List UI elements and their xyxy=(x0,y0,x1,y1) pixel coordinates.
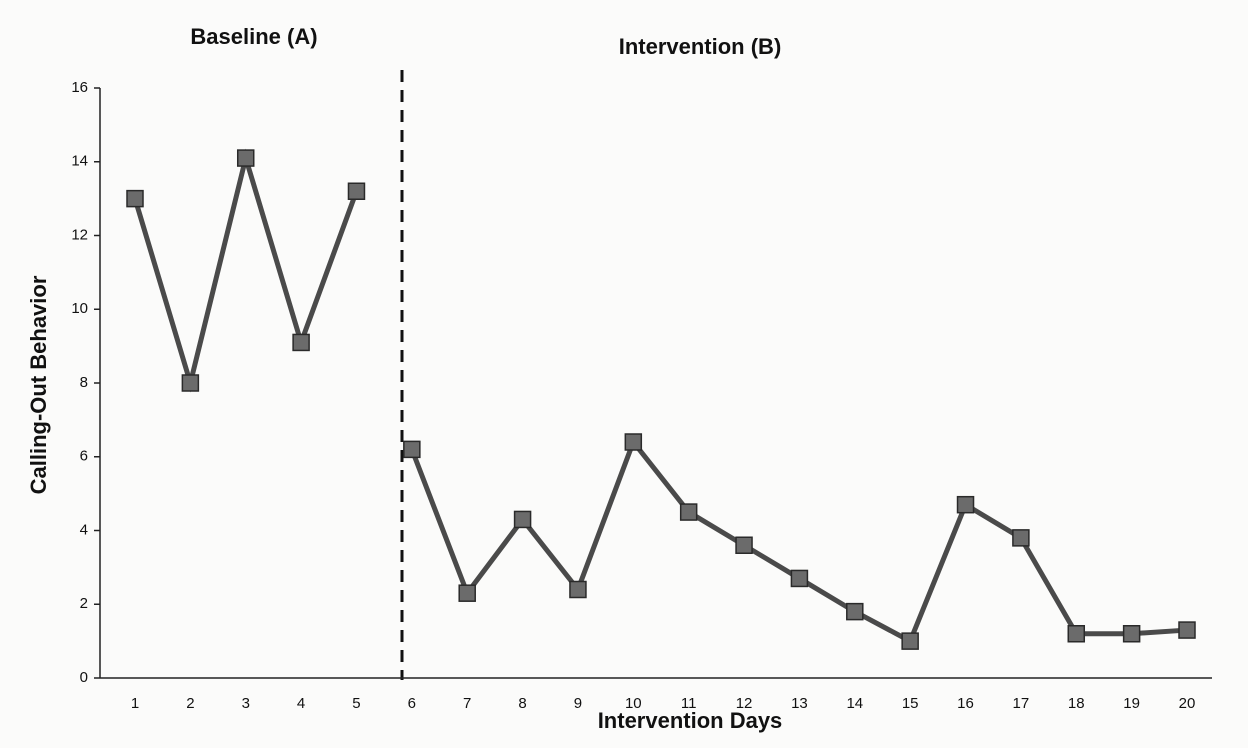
x-tick-label: 12 xyxy=(736,695,753,712)
data-point xyxy=(624,433,643,451)
data-point xyxy=(846,602,864,621)
x-tick-label: 5 xyxy=(352,695,360,712)
x-tick-label: 6 xyxy=(408,695,416,712)
x-tick-label: 1 xyxy=(131,695,139,712)
x-tick-label: 10 xyxy=(625,695,642,712)
x-tick-label: 15 xyxy=(902,695,919,712)
phase-label: Baseline (A) xyxy=(190,24,317,49)
data-point xyxy=(513,510,532,529)
x-tick-label: 3 xyxy=(242,695,250,712)
data-point xyxy=(569,580,587,599)
y-tick-label: 0 xyxy=(80,669,88,686)
x-tick-label: 13 xyxy=(791,695,808,712)
x-tick-label: 17 xyxy=(1013,695,1030,712)
y-tick-label: 10 xyxy=(71,300,88,317)
data-point xyxy=(181,374,200,392)
x-tick-label: 9 xyxy=(574,695,582,712)
y-axis-label: Calling-Out Behavior xyxy=(26,275,51,494)
y-tick-label: 12 xyxy=(71,226,88,243)
x-tick-label: 2 xyxy=(186,695,194,712)
x-tick-label: 18 xyxy=(1068,695,1085,712)
y-tick-label: 14 xyxy=(71,153,88,170)
data-point xyxy=(1067,625,1086,643)
data-point xyxy=(790,569,809,588)
data-point xyxy=(679,503,698,521)
data-point xyxy=(292,333,310,352)
data-point xyxy=(126,189,144,208)
data-point xyxy=(1122,625,1141,643)
x-tick-label: 11 xyxy=(681,695,697,712)
data-point xyxy=(236,149,255,167)
data-point xyxy=(901,632,919,650)
x-tick-label: 14 xyxy=(846,695,863,712)
phase-label: Intervention (B) xyxy=(619,34,782,59)
x-tick-label: 4 xyxy=(297,695,305,712)
y-tick-label: 2 xyxy=(80,595,88,612)
y-tick-label: 8 xyxy=(80,374,88,391)
x-tick-label: 8 xyxy=(518,695,526,712)
data-point xyxy=(1178,621,1196,639)
data-point xyxy=(1012,529,1030,547)
x-tick-label: 19 xyxy=(1123,695,1140,712)
data-point xyxy=(458,584,476,602)
x-axis-label: Intervention Days xyxy=(598,708,783,733)
data-point xyxy=(403,440,421,459)
y-tick-label: 6 xyxy=(80,448,88,465)
data-point xyxy=(347,182,366,200)
y-tick-label: 16 xyxy=(71,79,88,96)
data-point xyxy=(956,495,975,514)
data-point xyxy=(735,536,753,554)
x-tick-label: 20 xyxy=(1179,695,1196,712)
x-tick-label: 16 xyxy=(957,695,974,712)
y-tick-label: 4 xyxy=(80,521,88,538)
x-tick-label: 7 xyxy=(463,695,471,712)
